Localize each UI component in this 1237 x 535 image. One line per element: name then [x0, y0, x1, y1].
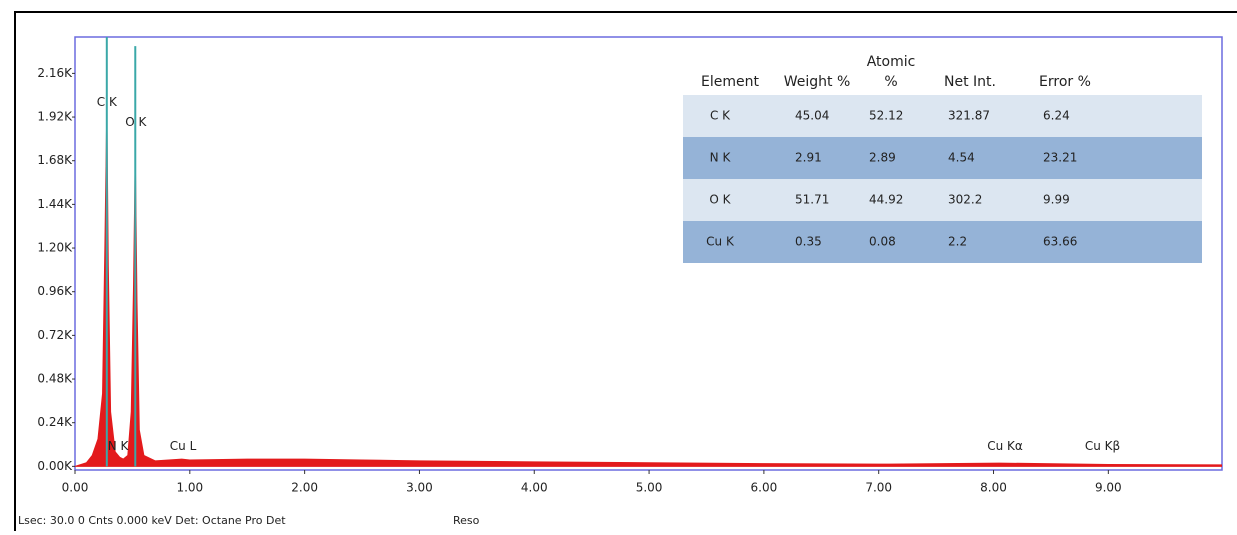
- peak-label: N K: [108, 439, 130, 453]
- table-row: [683, 95, 1202, 137]
- table-cell: 2.89: [869, 151, 896, 165]
- table-cell: 0.08: [869, 235, 896, 249]
- y-tick-label: 0.96K: [37, 284, 73, 298]
- table-cell: 52.12: [869, 109, 903, 123]
- y-tick-label: 1.92K: [37, 110, 73, 124]
- table-cell: 2.91: [795, 151, 822, 165]
- x-tick-label: 1.00: [176, 481, 203, 495]
- table-cell: 23.21: [1043, 151, 1077, 165]
- table-cell: 51.71: [795, 193, 829, 207]
- marker-label: C K: [97, 95, 118, 109]
- table-cell: 4.54: [948, 151, 975, 165]
- x-tick-label: 9.00: [1095, 481, 1122, 495]
- plot-layer: [75, 37, 1222, 467]
- table-header: Net Int.: [944, 74, 996, 90]
- table-cell: 45.04: [795, 109, 829, 123]
- peak-label: Cu Kβ: [1085, 439, 1120, 453]
- y-tick-label: 0.72K: [37, 328, 73, 342]
- x-tick-label: 0.00: [62, 481, 89, 495]
- table-cell: 44.92: [869, 193, 903, 207]
- table-cell: Cu K: [706, 235, 735, 249]
- x-tick-label: 3.00: [406, 481, 433, 495]
- table-cell: C K: [710, 109, 731, 123]
- x-tick-label: 4.00: [521, 481, 548, 495]
- status-text: Lsec: 30.0 0 Cnts 0.000 keV Det: Octane …: [18, 514, 286, 527]
- y-tick-label: 1.20K: [37, 241, 73, 255]
- table-header: Weight %: [784, 74, 851, 90]
- table-cell: 0.35: [795, 235, 822, 249]
- y-tick-label: 1.44K: [37, 197, 73, 211]
- table-row: [683, 221, 1202, 263]
- peak-label: Cu L: [170, 439, 197, 453]
- x-tick-label: 7.00: [865, 481, 892, 495]
- results-table: Element Weight % Atomic% Net Int. Error % C K…: [683, 54, 1202, 263]
- marker-label: O K: [125, 115, 147, 129]
- x-tick-label: 6.00: [751, 481, 778, 495]
- y-tick-label: 2.16K: [37, 66, 73, 80]
- table-cell: 9.99: [1043, 193, 1070, 207]
- table-cell: 6.24: [1043, 109, 1070, 123]
- table-row: [683, 179, 1202, 221]
- table-cell: O K: [709, 193, 731, 207]
- x-tick-label: 2.00: [291, 481, 318, 495]
- table-cell: 321.87: [948, 109, 990, 123]
- peak-label: Cu Kα: [987, 439, 1023, 453]
- table-row: [683, 137, 1202, 179]
- table-cell: N K: [710, 151, 732, 165]
- x-tick-label: 8.00: [980, 481, 1007, 495]
- table-cell: 63.66: [1043, 235, 1077, 249]
- table-header: Error %: [1039, 74, 1091, 90]
- table-header: Element: [701, 74, 759, 90]
- y-tick-label: 1.68K: [37, 153, 73, 167]
- x-tick-label: 5.00: [636, 481, 663, 495]
- y-tick-label: 0.48K: [37, 372, 73, 386]
- reso-text: Reso: [453, 514, 480, 527]
- table-cell: 2.2: [948, 235, 967, 249]
- table-header: Atomic%: [867, 54, 916, 90]
- y-tick-label: 0.24K: [37, 415, 73, 429]
- table-cell: 302.2: [948, 193, 982, 207]
- y-tick-label: 0.00K: [37, 459, 73, 473]
